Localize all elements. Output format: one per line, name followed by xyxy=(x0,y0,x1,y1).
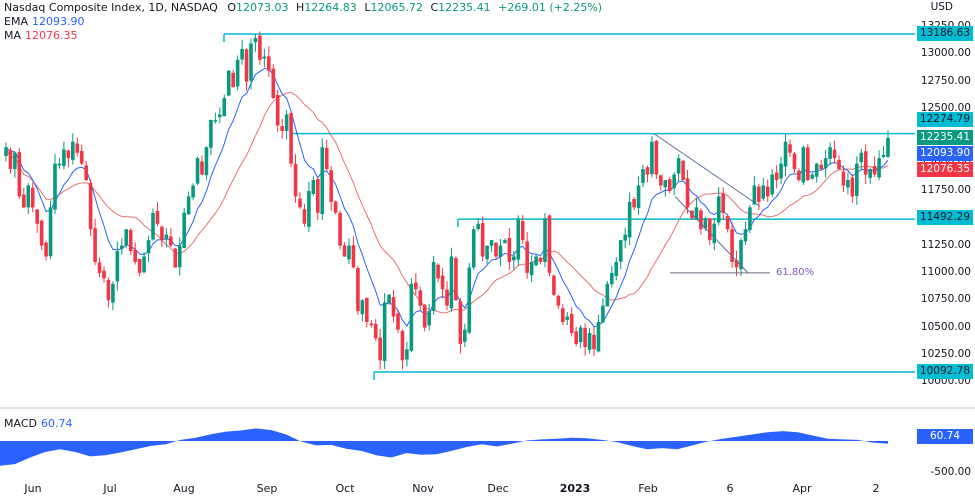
time-tick: Jul xyxy=(103,482,117,495)
macd-legend[interactable]: MACD 60.74 xyxy=(4,417,72,431)
ema-value: 12093.90 xyxy=(31,15,85,28)
price-tick: 11000.00 xyxy=(920,265,971,278)
ema-label: EMA xyxy=(4,15,28,28)
price-tick: 11250.00 xyxy=(920,238,971,251)
close-value: 12235.41 xyxy=(438,1,491,14)
symbol-title: Nasdaq Composite Index, 1D, NASDAQ xyxy=(4,1,218,14)
candlesticks xyxy=(4,31,890,370)
price-tick: 12500.00 xyxy=(920,102,971,114)
time-tick: Feb xyxy=(638,482,658,495)
high-label: H xyxy=(296,1,305,14)
time-tick: 6 xyxy=(726,482,734,495)
time-tick: Aug xyxy=(173,482,195,495)
price-tag: 13186.63 xyxy=(917,26,973,41)
ma-legend[interactable]: MA 12076.35 xyxy=(4,29,78,43)
change-value: +269.01 (+2.25%) xyxy=(498,1,603,14)
ema-legend[interactable]: EMA 12093.90 xyxy=(4,15,84,29)
price-tick: 13000.00 xyxy=(920,47,971,60)
macd-label: MACD xyxy=(4,417,37,430)
price-tick: 10750.00 xyxy=(920,293,971,306)
price-tag: 60.74 xyxy=(917,429,973,444)
time-tick: Dec xyxy=(487,482,509,495)
trendline-channel[interactable] xyxy=(653,133,770,274)
time-tick: Sep xyxy=(256,482,278,495)
time-tick: 2 xyxy=(872,482,880,495)
macd-area xyxy=(0,428,888,466)
price-tick: 10250.00 xyxy=(920,347,971,360)
symbol-legend: Nasdaq Composite Index, 1D, NASDAQ O1207… xyxy=(4,1,602,15)
low-label: L xyxy=(364,1,371,14)
time-tick: Jun xyxy=(24,482,42,495)
time-tick: Oct xyxy=(335,482,355,495)
ma-label: MA xyxy=(4,29,22,42)
high-value: 12264.83 xyxy=(304,1,357,14)
currency-label: USD xyxy=(930,1,953,13)
price-tag: 12076.35 xyxy=(917,162,973,177)
price-tick: 10500.00 xyxy=(920,320,971,333)
time-tick: 2023 xyxy=(559,482,591,495)
open-label: O xyxy=(227,1,237,14)
price-tick: 12750.00 xyxy=(920,74,971,87)
close-label: C xyxy=(430,1,439,14)
time-tick: Apr xyxy=(792,482,812,495)
price-tick: 11750.00 xyxy=(920,183,971,196)
price-tag: 11492.29 xyxy=(917,210,973,225)
price-tag: 12274.79 xyxy=(917,112,973,127)
price-tag: 12093.90 xyxy=(917,146,973,161)
open-value: 12073.03 xyxy=(236,1,289,14)
price-tag: 10092.78 xyxy=(917,364,973,379)
ma-value: 12076.35 xyxy=(25,29,78,42)
macd-axis-tick: -500.00 xyxy=(930,466,971,478)
low-value: 12065.72 xyxy=(370,1,423,14)
macd-value: 60.74 xyxy=(40,417,73,430)
horizontal-levels[interactable] xyxy=(223,33,915,381)
price-tag: 12235.41 xyxy=(917,130,973,145)
time-tick: Nov xyxy=(412,482,434,495)
fib-label: 61.80% xyxy=(776,267,815,278)
